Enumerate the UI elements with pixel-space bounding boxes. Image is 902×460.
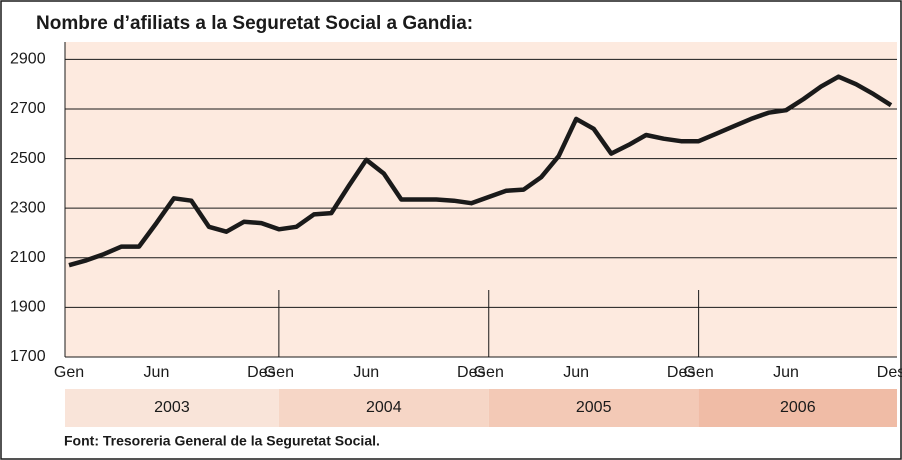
chart-title: Nombre d’afiliats a la Seguretat Social … [36, 13, 473, 34]
x-tick-label: Jun [144, 364, 170, 381]
year-label: 2004 [366, 399, 402, 416]
y-tick-label: 2900 [10, 51, 46, 68]
y-tick-label: 1900 [10, 299, 46, 316]
year-label: 2003 [154, 399, 190, 416]
x-tick-label: Jun [353, 364, 379, 381]
source: Font: Tresoreria General de la Seguretat… [64, 433, 380, 449]
x-tick-label: Gen [54, 364, 84, 381]
x-tick-label: Des [667, 364, 695, 381]
x-tick-label: Des [247, 364, 275, 381]
x-tick-label: Gen [683, 364, 713, 381]
y-tick-label: 2100 [10, 249, 46, 266]
year-band [698, 389, 897, 427]
x-tick-label: Des [457, 364, 485, 381]
year-label: 2005 [576, 399, 612, 416]
y-tick-label: 2500 [10, 150, 46, 167]
year-band [488, 389, 699, 427]
data-line [68, 74, 893, 268]
y-tick-label: 2700 [10, 100, 46, 117]
x-tick-label: Des [877, 364, 902, 381]
y-tick-label: 1700 [10, 348, 46, 365]
year-label: 2006 [780, 399, 816, 416]
x-tick-label: Gen [264, 364, 294, 381]
x-tick-label: Jun [773, 364, 799, 381]
year-band [278, 389, 489, 427]
x-tick-label: Gen [474, 364, 504, 381]
year-band [65, 389, 279, 427]
y-tick-label: 2300 [10, 199, 46, 216]
x-tick-label: Jun [563, 364, 589, 381]
